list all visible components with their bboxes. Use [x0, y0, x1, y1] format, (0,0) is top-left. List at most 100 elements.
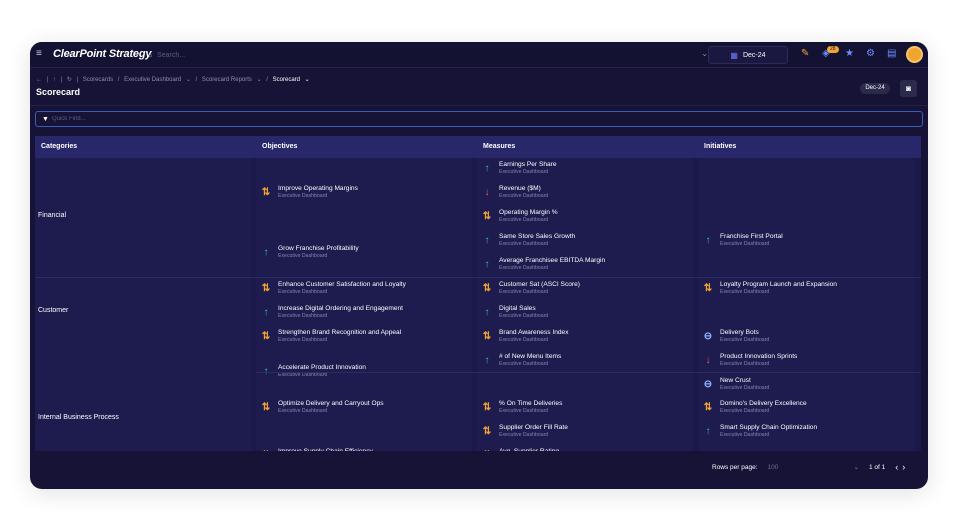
measure-name[interactable]: Operating Margin % — [499, 208, 558, 216]
objective-name[interactable]: Improve Operating Margins — [278, 184, 358, 192]
measure-name[interactable]: Supplier Order Fill Rate — [499, 423, 568, 431]
period-selector[interactable]: ▦ Dec-24 — [708, 46, 788, 64]
objective-name[interactable]: Accelerate Product Innovation — [278, 363, 366, 371]
measure-cell[interactable]: ⇅ Brand Awareness Index Executive Dashboar… — [477, 327, 693, 345]
objective-cell[interactable]: ⇅ Improve Operating Margins Executive Dash… — [256, 183, 472, 201]
avatar[interactable] — [906, 46, 923, 63]
chevron-down-icon[interactable]: ⌄ — [853, 464, 859, 471]
search-input[interactable]: Search... — [157, 51, 186, 59]
measure-name[interactable]: Customer Sat (ASCI Score) — [499, 280, 580, 288]
measure-cell[interactable]: ⇅ Supplier Order Fill Rate Executive Dashb… — [477, 422, 693, 440]
initiative-cell[interactable]: ⇅ Loyalty Program Launch and Expansion Exe… — [698, 279, 914, 297]
column-header[interactable]: Measures — [483, 143, 516, 150]
measure-cell[interactable]: ⇅Avg. Supplier RatingExecutive Dashboard — [477, 446, 693, 452]
category-label[interactable]: Customer — [38, 307, 69, 314]
measure-name[interactable]: Revenue ($M) — [499, 184, 541, 192]
quick-find[interactable]: ▼ — [35, 111, 923, 127]
initiative-cell[interactable]: ⊖ Delivery Bots Executive Dashboard — [698, 327, 914, 345]
measure-name[interactable]: Same Store Sales Growth — [499, 232, 576, 240]
search-icon: ⌕ — [148, 49, 154, 60]
global-search[interactable]: ⌕ Search... ⌄ — [148, 47, 708, 63]
magic-wand-icon[interactable]: ✎ — [801, 48, 810, 59]
scorecard-label: Executive Dashboard — [720, 288, 770, 295]
chevron-down-icon[interactable]: ⌄ — [256, 77, 262, 83]
measure-cell[interactable]: ↑ Average Franchisee EBITDA Margin Executi… — [477, 255, 693, 273]
initiative-name[interactable]: Smart Supply Chain Optimization — [720, 423, 818, 431]
prev-page-icon[interactable]: ‹ — [895, 462, 899, 472]
measure-name[interactable]: % On Time Deliveries — [499, 399, 563, 407]
objective-name[interactable]: Optimize Delivery and Carryout Ops — [278, 399, 384, 407]
separator: / — [117, 77, 120, 83]
breadcrumb-item[interactable]: Executive Dashboard — [124, 77, 182, 83]
objective-cell[interactable]: ⇅ Strengthen Brand Recognition and Appeal… — [256, 327, 472, 345]
breadcrumb-item[interactable]: Scorecard Reports — [201, 77, 252, 83]
history-icon[interactable]: ↻ — [66, 77, 72, 83]
initiative-name[interactable]: Delivery Bots — [720, 328, 759, 336]
initiative-name[interactable]: Product Innovation Sprints — [720, 352, 798, 360]
star-icon[interactable]: ★ — [845, 48, 854, 59]
breadcrumb-item[interactable]: Scorecards — [82, 77, 114, 83]
objective-name[interactable]: Increase Digital Ordering and Engagement — [278, 304, 403, 312]
initiative-cell[interactable]: ↓ Product Innovation Sprints Executive Das… — [698, 351, 914, 369]
measure-name[interactable]: Average Franchisee EBITDA Margin — [499, 256, 606, 264]
category-label[interactable]: Financial — [38, 212, 67, 219]
measure-cell[interactable]: ↑ Earnings Per Share Executive Dashboard — [477, 159, 693, 177]
chevron-down-icon[interactable]: ⌄ — [701, 49, 708, 58]
measure-cell[interactable]: ↓ Revenue ($M) Executive Dashboard — [477, 183, 693, 201]
up-down-arrows-icon: ⇅ — [261, 186, 271, 198]
scorecard-label: Executive Dashboard — [278, 407, 328, 414]
initiative-name[interactable]: Domino's Delivery Excellence — [720, 399, 807, 407]
objective-cell[interactable]: ↑ Accelerate Product Innovation Executive … — [256, 362, 472, 380]
measure-cell[interactable]: ⇅ Customer Sat (ASCI Score) Executive Dash… — [477, 279, 693, 297]
scorecard-label: Executive Dashboard — [278, 192, 328, 199]
objective-name[interactable]: Strengthen Brand Recognition and Appeal — [278, 328, 402, 336]
comment-button[interactable]: ◙ — [900, 80, 917, 97]
breadcrumb-current[interactable]: Scorecard — [272, 77, 300, 83]
objective-name[interactable]: Grow Franchise Profitability — [278, 244, 359, 252]
initiative-name[interactable]: Loyalty Program Launch and Expansion — [720, 280, 837, 288]
objective-cell[interactable]: ↑ Grow Franchise Profitability Executive D… — [256, 243, 472, 261]
notifications-icon[interactable]: ◈ — [822, 48, 830, 59]
next-page-icon[interactable]: › — [902, 462, 906, 472]
menu-icon[interactable]: ≡ — [36, 48, 42, 59]
measure-name[interactable]: Earnings Per Share — [499, 160, 557, 168]
chevron-down-icon[interactable]: ⌄ — [185, 77, 191, 83]
column-header[interactable]: Objectives — [262, 143, 298, 150]
column-header[interactable]: Initiatives — [704, 143, 737, 150]
measure-name[interactable]: Avg. Supplier Rating — [499, 447, 559, 452]
back-icon[interactable]: ← — [36, 77, 42, 83]
objective-cell[interactable]: ⇅ Optimize Delivery and Carryout Ops Execu… — [256, 398, 472, 416]
objective-name[interactable]: Enhance Customer Satisfaction and Loyalt… — [278, 280, 406, 288]
scorecard-label: Executive Dashboard — [499, 216, 549, 223]
objective-cell[interactable]: ⇅Improve Supply Chain EfficiencyExecutiv… — [256, 446, 472, 452]
scorecard-table: Categories Objectives Measures Initiativ… — [35, 136, 921, 451]
quick-find-input[interactable] — [51, 116, 452, 122]
objective-name[interactable]: Improve Supply Chain Efficiency — [278, 447, 373, 452]
gear-icon[interactable]: ⚙ — [866, 48, 875, 59]
objective-cell[interactable]: ↑ Increase Digital Ordering and Engagemen… — [256, 303, 472, 321]
measure-name[interactable]: # of New Menu Items — [499, 352, 562, 360]
measure-name[interactable]: Digital Sales — [499, 304, 536, 312]
measure-cell[interactable]: ↑ # of New Menu Items Executive Dashboard — [477, 351, 693, 369]
rows-per-page-select[interactable]: 100 — [767, 463, 779, 471]
column-header[interactable]: Categories — [41, 143, 78, 150]
measure-cell[interactable]: ⇅ % On Time Deliveries Executive Dashboard — [477, 398, 693, 416]
initiative-cell[interactable]: ↑ Franchise First Portal Executive Dashboa… — [698, 231, 914, 249]
initiative-cell[interactable]: ⇅ Domino's Delivery Excellence Executive D… — [698, 398, 914, 416]
up-icon[interactable]: ↑ — [52, 77, 56, 83]
measure-name[interactable]: Brand Awareness Index — [499, 328, 569, 336]
arrow-up-icon: ↑ — [263, 246, 269, 258]
book-icon[interactable]: ▤ — [887, 48, 897, 59]
measure-cell[interactable]: ↑ Digital Sales Executive Dashboard — [477, 303, 693, 321]
initiative-name[interactable]: Franchise First Portal — [720, 232, 783, 240]
objective-cell[interactable]: ⇅ Enhance Customer Satisfaction and Loyal… — [256, 279, 472, 297]
category-label[interactable]: Internal Business Process — [38, 414, 119, 421]
app-logo[interactable]: ClearPoint Strategy — [53, 48, 152, 60]
measure-cell[interactable]: ↑ Same Store Sales Growth Executive Dashbo… — [477, 231, 693, 249]
initiative-cell[interactable]: ⊖ New Crust Executive Dashboard — [698, 375, 914, 393]
categories-column: Financial Customer Internal Business Pro… — [35, 158, 251, 451]
chevron-down-icon[interactable]: ⌄ — [304, 77, 310, 83]
initiative-cell[interactable]: ↑ Smart Supply Chain Optimization Executiv… — [698, 422, 914, 440]
initiative-name[interactable]: New Crust — [720, 376, 751, 384]
measure-cell[interactable]: ⇅ Operating Margin % Executive Dashboard — [477, 207, 693, 225]
